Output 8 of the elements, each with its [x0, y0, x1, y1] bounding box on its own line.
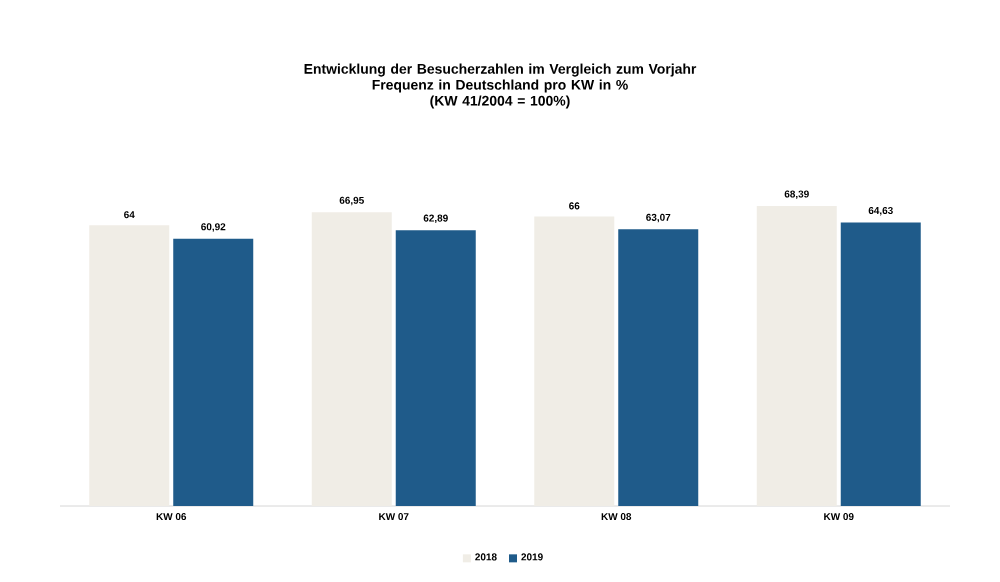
bar	[311, 212, 392, 506]
bar	[756, 205, 837, 506]
bar	[173, 238, 254, 506]
bar	[840, 222, 921, 506]
bar	[534, 216, 615, 506]
bar	[395, 230, 476, 506]
bar	[89, 225, 170, 506]
bar	[618, 229, 699, 506]
